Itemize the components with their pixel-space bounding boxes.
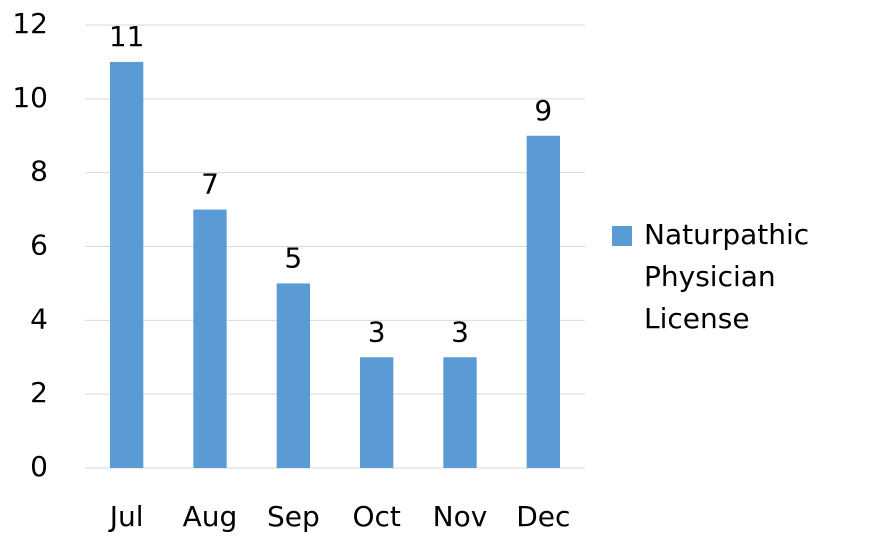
x-tick-label: Aug — [183, 500, 238, 533]
data-label: 3 — [451, 315, 469, 348]
legend: Naturpathic Physician License — [612, 214, 859, 340]
data-label: 11 — [109, 20, 145, 53]
x-tick-label: Nov — [433, 500, 488, 533]
legend-label: Naturpathic Physician License — [644, 218, 810, 335]
x-tick-label: Oct — [352, 500, 400, 533]
bar — [443, 357, 477, 468]
x-tick-label: Sep — [267, 500, 320, 533]
y-tick-label: 4 — [30, 302, 48, 335]
x-tick-label: Jul — [108, 500, 144, 533]
data-label: 9 — [534, 94, 552, 127]
x-tick-label: Dec — [516, 500, 570, 533]
bar — [276, 283, 310, 468]
data-label: 3 — [368, 315, 386, 348]
y-tick-label: 12 — [12, 7, 48, 40]
y-tick-label: 6 — [30, 229, 48, 262]
y-tick-label: 0 — [30, 450, 48, 483]
data-label: 5 — [284, 241, 302, 274]
y-tick-label: 10 — [12, 81, 48, 114]
y-tick-label: 8 — [30, 155, 48, 188]
y-tick-label: 2 — [30, 376, 48, 409]
bar — [193, 209, 227, 469]
data-label: 7 — [201, 168, 219, 201]
bar — [360, 357, 394, 468]
legend-swatch — [612, 226, 632, 246]
bar — [110, 61, 144, 469]
bar — [526, 135, 560, 468]
